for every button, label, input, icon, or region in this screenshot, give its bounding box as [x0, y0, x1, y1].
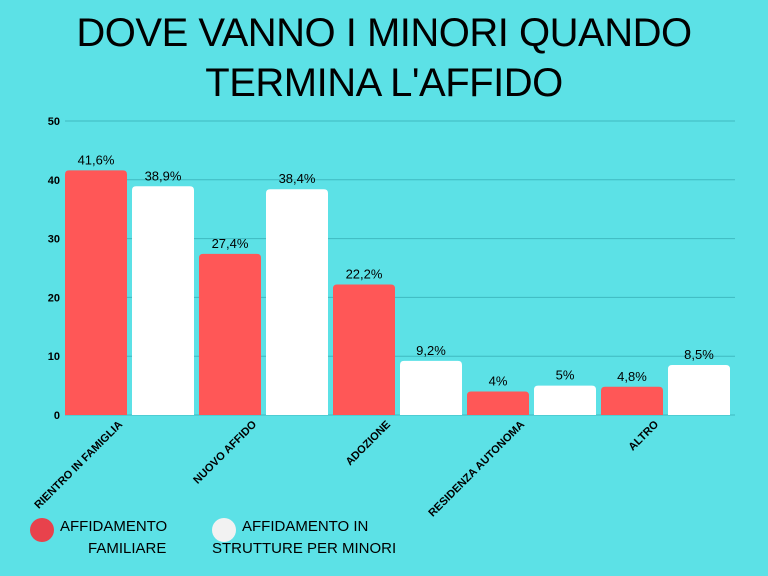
chart-title: DOVE VANNO I MINORI QUANDO TERMINA L'AFF… [0, 8, 768, 108]
y-tick-label: 50 [48, 116, 60, 128]
x-category-label: RESIDENZA AUTONOMA [426, 419, 527, 520]
legend-swatch-red [30, 518, 54, 542]
y-tick-label: 30 [48, 234, 60, 246]
bar-affidamento-strutture-4 [668, 365, 730, 415]
y-tick-label: 0 [54, 410, 60, 422]
legend-swatch-white [212, 518, 236, 542]
data-label: 41,6% [78, 152, 115, 167]
x-category-label: RIENTRO IN FAMIGLIA [32, 419, 125, 512]
data-label: 38,9% [145, 168, 182, 183]
bar-affidamento-strutture-3 [534, 385, 596, 415]
data-label: 38,4% [279, 171, 316, 186]
legend-item-affidamento-familiare: AFFIDAMENTO FAMILIARE [30, 516, 167, 560]
x-category-label: NUOVO AFFIDO [191, 418, 259, 486]
bar-affidamento-familiare-2 [333, 284, 395, 415]
y-tick-label: 20 [48, 292, 60, 304]
y-tick-label: 10 [48, 351, 60, 363]
legend-item-affidamento-strutture: AFFIDAMENTO IN STRUTTURE PER MINORI [212, 516, 396, 560]
chart-title-line-1: DOVE VANNO I MINORI QUANDO [76, 11, 692, 55]
y-axis-ticks: 0 10 20 30 40 50 [48, 116, 60, 422]
x-axis-categories: RIENTRO IN FAMIGLIA NUOVO AFFIDO ADOZIONE R… [32, 418, 661, 519]
bar-affidamento-strutture-2 [400, 360, 462, 415]
legend-label-line-1: AFFIDAMENTO [60, 518, 168, 535]
bars [65, 170, 730, 415]
bar-affidamento-familiare-4 [601, 386, 663, 415]
data-label: 27,4% [212, 236, 249, 251]
bar-affidamento-familiare-3 [467, 391, 529, 415]
data-label: 5% [556, 368, 575, 383]
bar-affidamento-strutture-0 [132, 186, 194, 415]
x-category-label: ALTRO [626, 418, 661, 453]
legend-label-line-1: AFFIDAMENTO IN [242, 518, 369, 535]
data-label: 22,2% [346, 266, 383, 281]
bar-affidamento-familiare-0 [65, 170, 127, 415]
bar-affidamento-strutture-1 [266, 189, 328, 415]
legend-label-line-2: STRUTTURE PER MINORI [212, 540, 397, 557]
bar-affidamento-familiare-1 [199, 253, 261, 415]
y-tick-label: 40 [48, 175, 60, 187]
x-category-label: ADOZIONE [344, 419, 394, 469]
data-labels: 41,6% 38,9% 27,4% 38,4% 22,2% 9,2% 4% 5% 4,8% 8,5… [78, 152, 715, 388]
data-label: 9,2% [416, 343, 446, 358]
data-label: 4% [489, 373, 508, 388]
data-label: 8,5% [684, 347, 714, 362]
legend-label-line-2: FAMILIARE [88, 540, 167, 557]
chart-title-line-2: TERMINA L'AFFIDO [205, 61, 563, 105]
data-label: 4,8% [617, 369, 647, 384]
